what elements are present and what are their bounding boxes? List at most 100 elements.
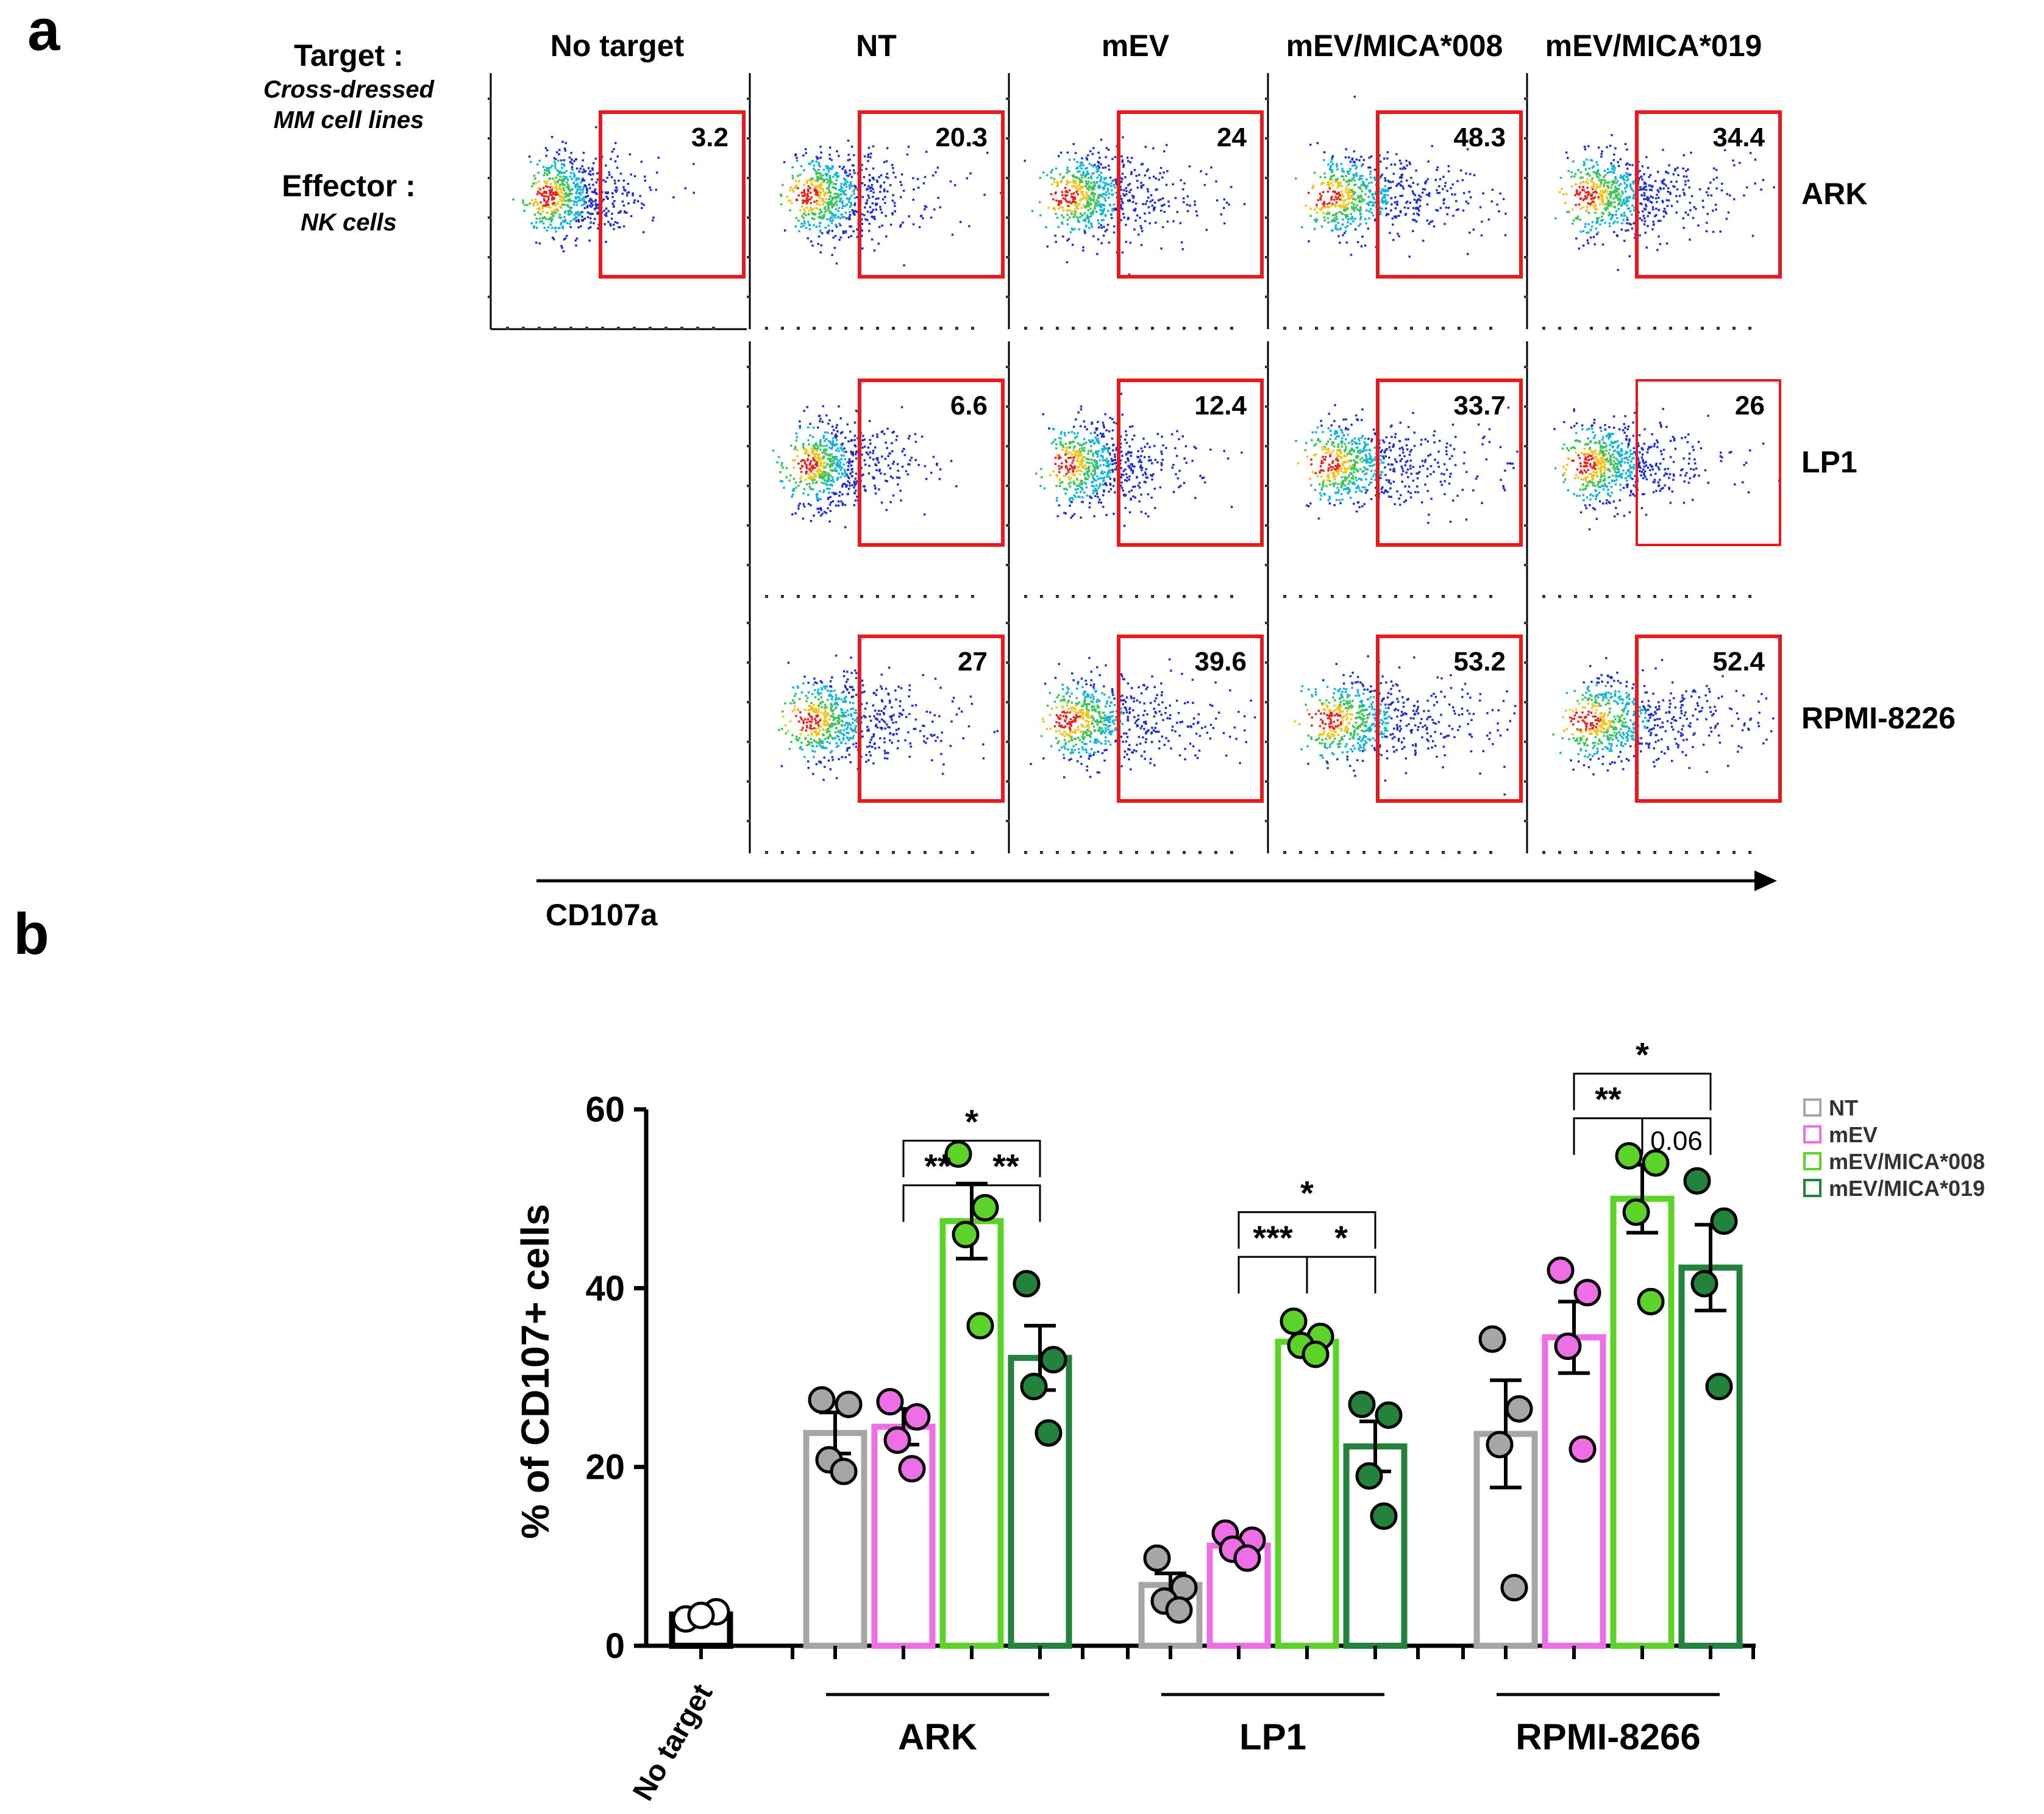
event-dot (1111, 469, 1114, 471)
event-dot (1114, 208, 1117, 211)
event-dot (842, 192, 845, 194)
event-dot (856, 437, 859, 439)
event-dot (1601, 219, 1604, 221)
event-dot (1083, 472, 1086, 475)
event-dot (1334, 180, 1337, 183)
event-dot (1147, 493, 1150, 496)
event-dot (1409, 460, 1412, 462)
event-dot (1341, 193, 1343, 196)
event-dot (1058, 201, 1061, 204)
event-dot (1082, 219, 1085, 222)
event-dot (1385, 214, 1387, 216)
event-dot (1640, 219, 1643, 222)
event-dot (1584, 168, 1587, 171)
event-dot (849, 158, 851, 161)
y-tick-mark (1006, 405, 1010, 408)
event-dot (1626, 204, 1628, 207)
event-dot (1113, 479, 1116, 482)
event-dot (1586, 209, 1588, 212)
event-dot (1179, 485, 1182, 487)
event-dot (554, 180, 556, 183)
event-dot (1103, 459, 1106, 461)
event-dot (796, 436, 799, 439)
event-dot (830, 212, 833, 214)
event-dot (1325, 485, 1328, 488)
event-dot (807, 188, 810, 191)
event-dot (1333, 441, 1335, 444)
event-dot (848, 458, 851, 461)
event-dot (1338, 455, 1341, 457)
event-dot (1684, 212, 1687, 214)
event-dot (802, 194, 805, 197)
event-dot (1145, 473, 1147, 475)
event-dot (1108, 490, 1110, 493)
event-dot (561, 167, 563, 169)
event-dot (1159, 486, 1162, 489)
event-dot (1178, 469, 1181, 472)
event-dot (1358, 186, 1360, 189)
event-dot (1320, 182, 1323, 185)
event-dot (1335, 201, 1338, 204)
x-tick-mark (908, 327, 911, 330)
event-dot (1139, 225, 1142, 227)
event-dot (555, 207, 558, 210)
event-dot (557, 192, 560, 194)
event-dot (1325, 213, 1328, 215)
event-dot (1086, 494, 1088, 497)
event-dot (1088, 469, 1090, 471)
event-dot (854, 484, 856, 486)
event-dot (939, 468, 942, 471)
event-dot (849, 169, 851, 172)
event-dot (852, 453, 854, 456)
x-tick-mark (781, 595, 784, 598)
event-dot (615, 190, 618, 193)
event-dot (656, 171, 658, 174)
event-dot (1631, 227, 1634, 230)
event-dot (795, 153, 797, 155)
event-dot (1162, 444, 1164, 447)
event-dot (1387, 190, 1389, 192)
event-dot (839, 432, 842, 435)
event-dot (1463, 451, 1466, 453)
event-dot (836, 150, 838, 152)
event-dot (853, 439, 856, 441)
event-dot (1094, 202, 1097, 204)
event-dot (799, 425, 801, 428)
event-dot (590, 199, 593, 201)
x-tick-mark (1331, 595, 1334, 598)
event-dot (1070, 497, 1074, 499)
event-dot (1067, 432, 1070, 434)
event-dot (1064, 493, 1067, 495)
event-dot (820, 211, 823, 214)
event-dot (1675, 211, 1678, 214)
event-dot (1328, 480, 1331, 483)
event-dot (625, 194, 629, 197)
event-dot (895, 439, 897, 441)
event-dot (816, 190, 818, 192)
event-dot (780, 193, 782, 196)
event-dot (1161, 176, 1164, 179)
event-dot (1326, 190, 1330, 193)
y-tick-mark (1006, 177, 1010, 179)
event-dot (906, 473, 909, 475)
event-dot (592, 200, 594, 203)
event-dot (1323, 216, 1326, 219)
event-dot (565, 186, 568, 188)
event-dot (1041, 476, 1043, 478)
event-dot (1095, 438, 1098, 441)
event-dot (1086, 428, 1088, 430)
event-dot (622, 186, 625, 188)
event-dot (1570, 171, 1573, 174)
event-dot (1438, 191, 1441, 194)
event-dot (1609, 191, 1612, 193)
event-dot (841, 200, 844, 203)
event-dot (849, 472, 852, 475)
event-dot (1064, 474, 1067, 477)
event-dot (885, 176, 888, 179)
y-tick-mark (1524, 137, 1528, 140)
event-dot (1097, 222, 1100, 225)
event-dot (1396, 204, 1398, 206)
event-dot (1353, 206, 1356, 208)
event-dot (1433, 471, 1435, 473)
event-dot (1654, 180, 1657, 182)
